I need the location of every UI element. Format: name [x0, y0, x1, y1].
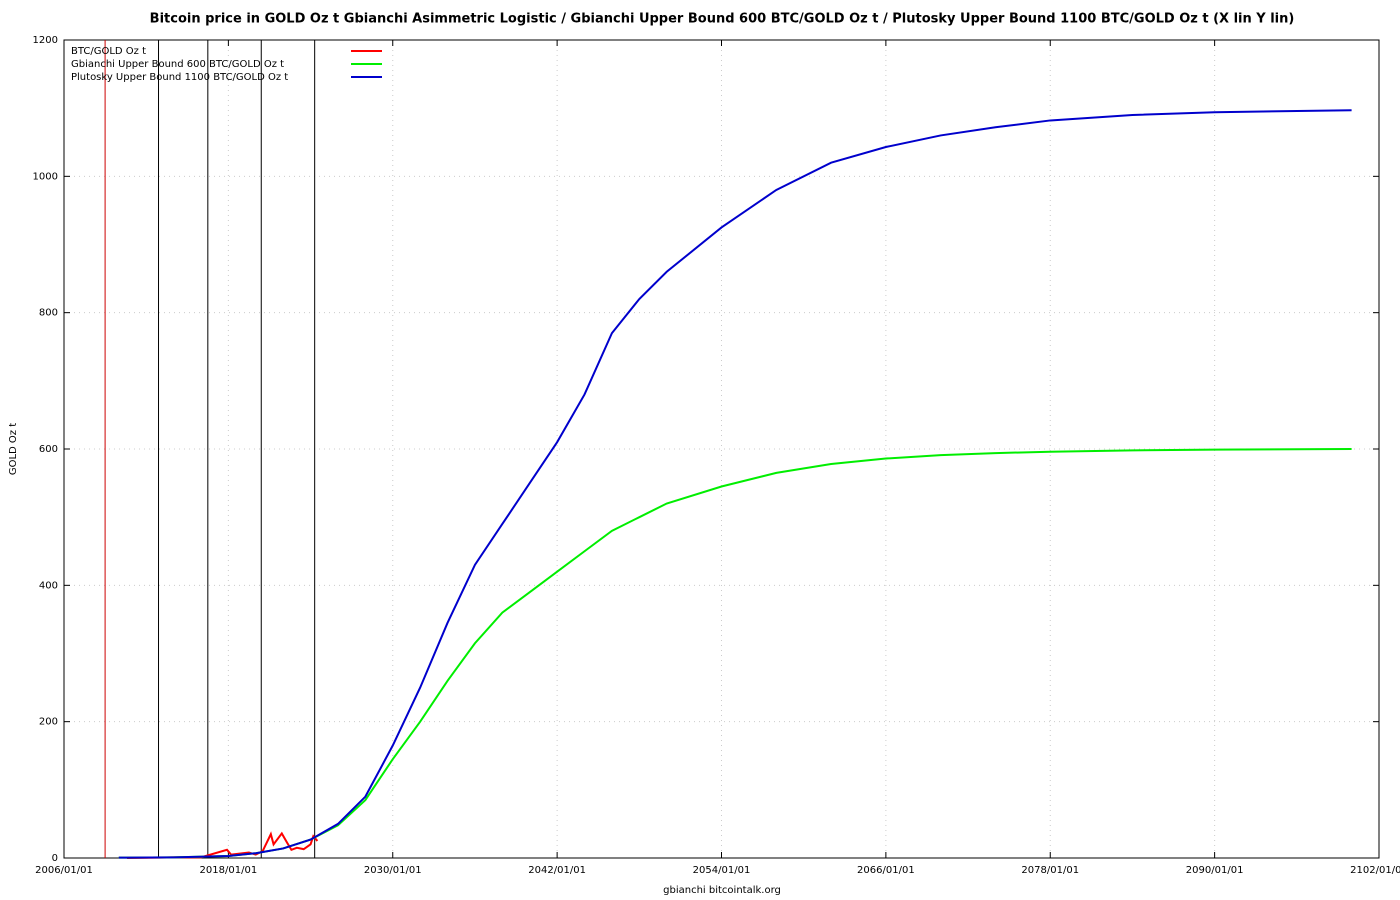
legend-label: Gbianchi Upper Bound 600 BTC/GOLD Oz t — [71, 59, 284, 70]
y-tick-label: 600 — [39, 444, 58, 455]
legend-label: Plutosky Upper Bound 1100 BTC/GOLD Oz t — [71, 72, 288, 83]
x-tick-label: 2030/01/01 — [364, 865, 422, 876]
x-tick-label: 2054/01/01 — [693, 865, 751, 876]
x-tick-label: 2090/01/01 — [1186, 865, 1244, 876]
y-tick-label: 400 — [39, 580, 58, 591]
x-tick-label: 2078/01/01 — [1021, 865, 1079, 876]
y-tick-label: 800 — [39, 308, 58, 319]
x-tick-label: 2066/01/01 — [857, 865, 915, 876]
x-tick-label: 2042/01/01 — [528, 865, 586, 876]
legend-label: BTC/GOLD Oz t — [71, 46, 146, 57]
x-tick-label: 2018/01/01 — [200, 865, 258, 876]
y-tick-label: 1200 — [33, 35, 58, 46]
y-axis-label: GOLD Oz t — [8, 423, 19, 475]
x-tick-label: 2006/01/01 — [35, 865, 93, 876]
plot-frame — [63, 39, 1380, 859]
series-line — [118, 109, 1352, 859]
chart-title: Bitcoin price in GOLD Oz t Gbianchi Asim… — [150, 12, 1295, 27]
y-tick-label: 1000 — [33, 171, 58, 182]
y-tick-label: 0 — [52, 853, 58, 864]
x-tick-label: 2102/01/01 — [1350, 865, 1400, 876]
x-axis-label: gbianchi bitcointalk.org — [663, 885, 781, 896]
y-tick-label: 200 — [39, 717, 58, 728]
